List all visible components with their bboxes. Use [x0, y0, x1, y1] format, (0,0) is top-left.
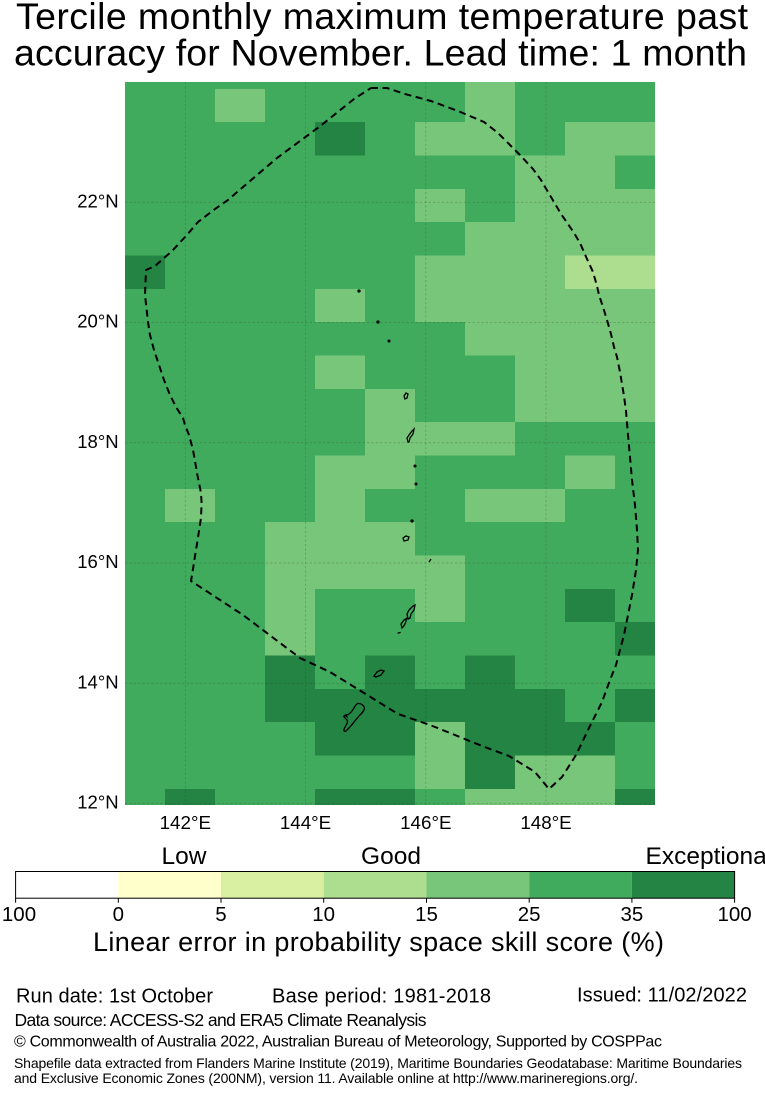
svg-text:146°E: 146°E [400, 812, 451, 833]
svg-text:25: 25 [518, 903, 541, 926]
svg-text:14°N: 14°N [77, 671, 118, 692]
svg-text:0: 0 [113, 903, 124, 926]
svg-text:Low: Low [162, 843, 207, 870]
svg-text:Issued: 11/02/2022: Issued: 11/02/2022 [577, 985, 747, 1007]
svg-text:and Exclusive Economic Zones (: and Exclusive Economic Zones (200NM), ve… [14, 1070, 638, 1086]
svg-text:5: 5 [215, 903, 226, 926]
svg-text:Run date: 1st October: Run date: 1st October [16, 986, 213, 1008]
svg-text:15: 15 [415, 903, 438, 926]
svg-text:144°E: 144°E [280, 812, 331, 833]
svg-text:© Commonwealth of Australia 20: © Commonwealth of Australia 2022, Austra… [14, 1034, 662, 1051]
svg-text:12°N: 12°N [77, 792, 118, 813]
svg-text:18°N: 18°N [77, 431, 118, 452]
svg-text:100: 100 [2, 903, 36, 926]
svg-text:Exceptional: Exceptional [646, 843, 765, 870]
svg-text:10: 10 [312, 903, 335, 926]
svg-text:35: 35 [620, 903, 643, 926]
svg-text:Linear error in probability sp: Linear error in probability space skill … [93, 927, 664, 957]
svg-text:148°E: 148°E [520, 812, 571, 833]
svg-text:142°E: 142°E [160, 812, 211, 833]
svg-text:20°N: 20°N [77, 311, 118, 332]
svg-text:Good: Good [361, 843, 421, 870]
svg-text:accuracy for November. Lead ti: accuracy for November. Lead time: 1 mont… [14, 32, 747, 74]
svg-text:16°N: 16°N [77, 551, 118, 572]
svg-text:22°N: 22°N [77, 190, 118, 211]
svg-text:Tercile monthly maximum temper: Tercile monthly maximum temperature past [16, 0, 749, 37]
svg-text:Shapefile data extracted from: Shapefile data extracted from Flanders M… [14, 1055, 742, 1071]
svg-text:Data source: ACCESS-S2 and ERA: Data source: ACCESS-S2 and ERA5 Climate … [15, 1010, 427, 1030]
svg-text:100: 100 [717, 903, 751, 926]
svg-text:Base period: 1981-2018: Base period: 1981-2018 [272, 986, 491, 1008]
